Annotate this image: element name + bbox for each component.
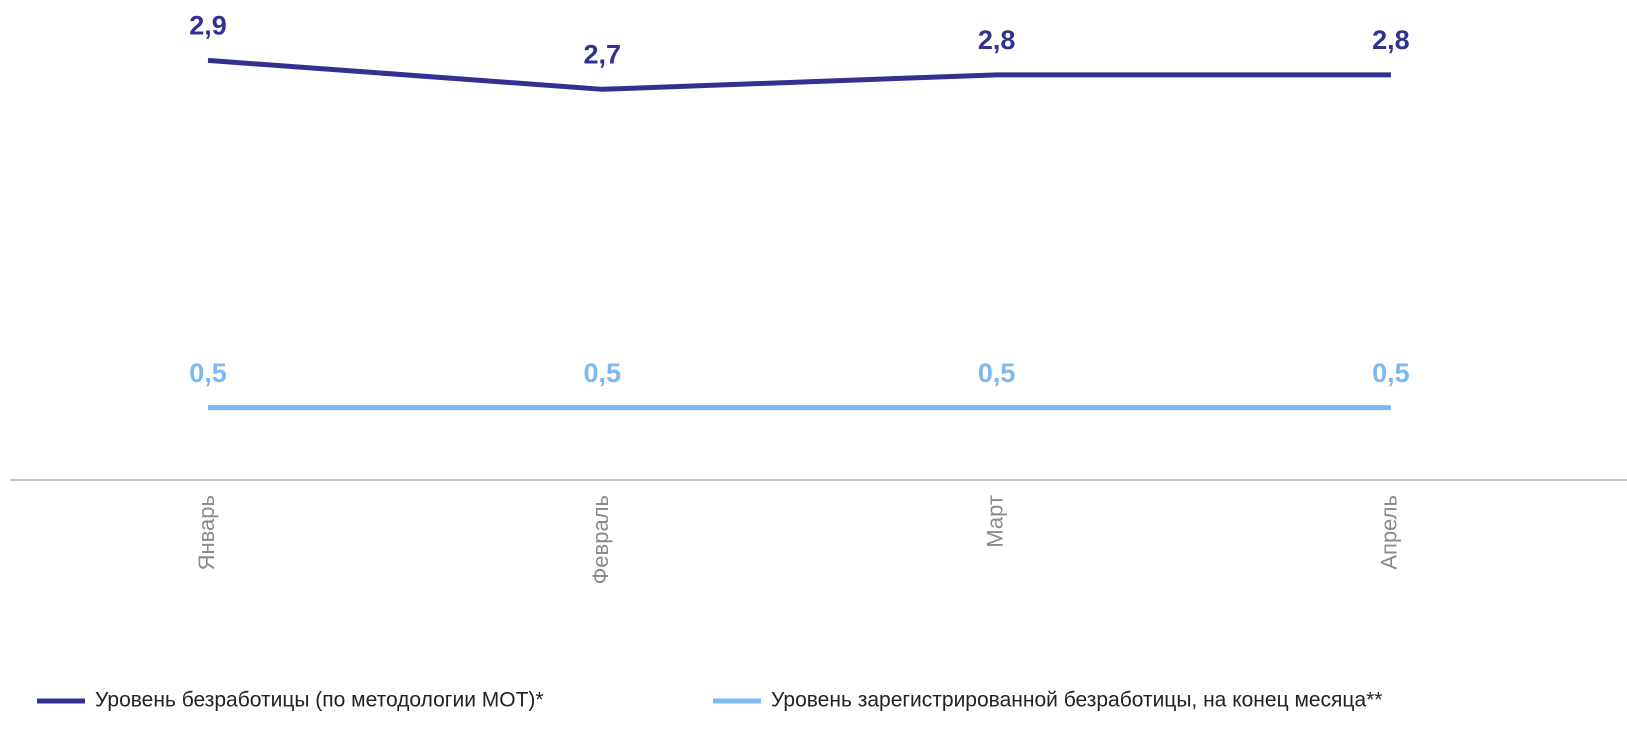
data-label: 0,5 (1372, 358, 1410, 388)
data-label: 2,8 (1372, 25, 1410, 55)
data-label: 2,7 (584, 39, 622, 69)
legend-label: Уровень безработицы (по методологии МОТ)… (95, 689, 544, 712)
legend-label: Уровень зарегистрированной безработицы, … (771, 689, 1382, 712)
data-label: 2,8 (978, 25, 1016, 55)
series-line (207, 57, 1391, 92)
data-label: 2,9 (189, 10, 227, 40)
x-tick-label: Январь (194, 495, 219, 570)
x-tick-label: Апрель (1377, 495, 1402, 570)
data-label: 0,5 (189, 358, 227, 388)
data-label: 0,5 (978, 358, 1016, 388)
x-tick-label: Февраль (588, 495, 613, 584)
x-tick-label: Март (982, 495, 1007, 548)
data-label: 0,5 (584, 358, 622, 388)
